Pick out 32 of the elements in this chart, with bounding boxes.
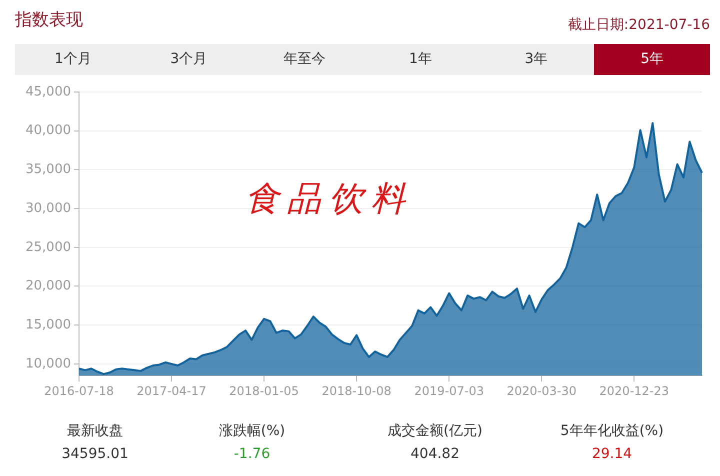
chart-subtitle: 截止日期:2021-07-16 — [568, 16, 710, 34]
x-tick-label: 2020-03-30 — [506, 384, 576, 398]
text: 34595.01 — [60, 446, 130, 462]
text: 5年 — [594, 44, 710, 75]
x-tick-label: 2019-07-03 — [414, 384, 484, 398]
text: -1.76 — [232, 446, 272, 462]
x-tick-label: 2016-07-18 — [44, 384, 114, 398]
text: 404.82 — [410, 446, 460, 462]
y-tick-label: 25,000 — [26, 240, 71, 255]
text: 5年年化收益(%) — [559, 422, 665, 440]
y-tick-label: 35,000 — [26, 162, 71, 178]
text: 1个月 — [53, 50, 92, 69]
y-tick-label: 20,000 — [26, 278, 71, 294]
y-tick-label: 10,000 — [26, 356, 71, 372]
x-tick-label: 2018-01-05 — [229, 384, 299, 398]
annotation: 食品饮料 — [245, 178, 413, 221]
y-tick-label: 15,000 — [26, 317, 71, 332]
text: 3年 — [524, 50, 549, 69]
x-tick-label: 2020-12-23 — [599, 384, 670, 398]
text: 最新收盘 — [66, 422, 124, 440]
y-tick-label: 45,000 — [26, 84, 71, 100]
y-tick-label: 40,000 — [26, 123, 71, 138]
text: 3个月 — [169, 50, 208, 69]
text: 涨跌幅(%) — [218, 422, 286, 440]
text: 成交金额(亿元) — [386, 422, 484, 440]
chart-title: 指数表现 — [15, 9, 83, 31]
x-tick-label: 2017-04-17 — [136, 384, 206, 398]
x-tick-label: 2018-10-08 — [322, 384, 392, 398]
text: 29.14 — [590, 446, 634, 462]
text: 年至今 — [282, 50, 327, 69]
y-tick-label: 30,000 — [26, 200, 71, 216]
text: 1年 — [408, 50, 433, 69]
